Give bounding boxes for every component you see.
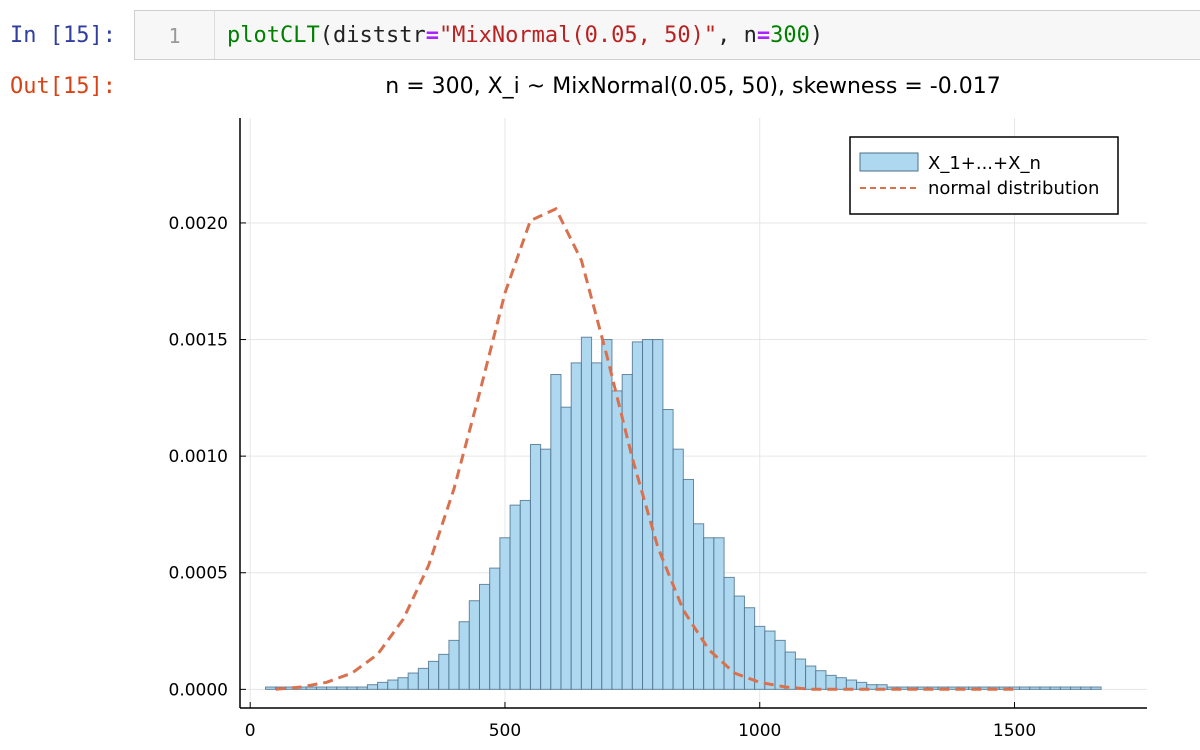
histogram-bar — [805, 665, 817, 690]
legend-label-normal: normal distribution — [928, 178, 1099, 199]
histogram-bar — [560, 406, 572, 690]
code-token-comma: , — [717, 23, 744, 48]
histogram-bar — [468, 600, 480, 690]
x-tick-label: 0 — [245, 721, 256, 741]
histogram-bar — [580, 336, 593, 690]
output-prompt: Out[15]: — [10, 74, 116, 99]
histogram-bar — [407, 672, 419, 690]
histogram-bar — [784, 651, 796, 690]
histogram-bar — [1080, 686, 1092, 690]
histogram-bar — [774, 639, 786, 690]
histogram-bar — [825, 674, 837, 690]
code-token-equals-1: = — [425, 23, 439, 48]
histogram-bar — [631, 341, 644, 690]
input-prompt: In [15]: — [10, 23, 116, 48]
histogram-bar — [1019, 686, 1031, 690]
histogram-bar — [723, 576, 735, 690]
histogram-bar — [336, 686, 348, 690]
histogram-bar — [346, 686, 358, 690]
chart-title: n = 300, X_i ~ MixNormal(0.05, 50), skew… — [385, 74, 1000, 99]
histogram-bar — [815, 670, 827, 690]
histogram-bar — [540, 448, 552, 690]
histogram-bar — [1059, 686, 1072, 690]
histogram-bar — [662, 409, 674, 690]
histogram-bar — [1090, 686, 1102, 690]
histogram-bar — [611, 390, 623, 690]
histogram-bar — [713, 537, 725, 690]
histogram-bar — [417, 667, 430, 690]
x-tick-label: 1500 — [993, 721, 1036, 741]
histogram-bar — [387, 679, 399, 690]
code-token-arg-n: n — [743, 23, 757, 48]
x-tick-label: 1000 — [738, 721, 781, 741]
histogram-bar — [366, 684, 379, 690]
histogram-bar — [703, 537, 715, 690]
histogram-bar — [1029, 686, 1041, 690]
normal-curve-line — [275, 206, 1015, 691]
code-line[interactable]: plotCLT(diststr="MixNormal(0.05, 50)", n… — [227, 11, 823, 61]
histogram-bar — [478, 583, 491, 690]
histogram-bar — [682, 478, 694, 690]
histogram-bar — [570, 362, 582, 690]
histogram-bar — [305, 686, 317, 690]
legend-box — [849, 136, 1119, 215]
code-token-number: 300 — [770, 23, 810, 48]
y-tick-label: 0.0015 — [169, 331, 228, 351]
histogram-bar — [264, 686, 277, 690]
histogram-bar — [397, 677, 409, 690]
code-token-equals-2: = — [756, 23, 771, 48]
line-number: 1 — [135, 11, 215, 59]
histogram-bar — [693, 523, 705, 690]
code-token-paren-open: ( — [319, 23, 333, 48]
histogram-bar — [835, 677, 847, 690]
histogram-bar — [519, 499, 531, 690]
code-token-string: "MixNormal(0.05, 50)" — [438, 23, 718, 48]
legend-swatch-histogram — [859, 152, 919, 172]
histogram-bar — [591, 362, 603, 690]
histogram-bar — [377, 681, 389, 690]
histogram-bar — [315, 686, 328, 690]
histogram-plot: n = 300, X_i ~ MixNormal(0.05, 50), skew… — [169, 74, 1147, 741]
histogram-bar — [458, 621, 470, 690]
histogram-bar — [438, 653, 450, 690]
histogram-bar — [794, 658, 807, 690]
code-token-fn: plotCLT — [227, 23, 320, 48]
histogram-bar — [326, 686, 338, 690]
histogram-bar — [652, 339, 664, 690]
histogram-bar — [601, 339, 613, 690]
histogram-bar — [356, 686, 368, 690]
y-tick-label: 0.0020 — [169, 214, 228, 234]
code-token-arg-diststr: diststr — [332, 23, 426, 48]
histogram-bar — [764, 630, 776, 690]
code-cell-input[interactable]: 1 plotCLT(diststr="MixNormal(0.05, 50)",… — [134, 10, 1200, 60]
histogram-bar — [428, 660, 440, 690]
histogram-bar — [489, 567, 501, 690]
histogram-bar — [672, 448, 684, 690]
histogram-bar — [1049, 686, 1061, 690]
histogram-bar — [448, 639, 460, 690]
y-tick-label: 0.0010 — [169, 447, 228, 467]
histogram-bar — [1039, 686, 1051, 690]
histogram-bar — [529, 443, 542, 690]
histogram-bar — [499, 537, 511, 690]
code-token-paren-close: ) — [809, 23, 824, 48]
histogram-bar — [550, 374, 562, 690]
x-tick-label: 500 — [489, 721, 521, 741]
histogram-bar — [509, 504, 521, 690]
legend-label-histogram: X_1+...+X_n — [928, 153, 1041, 174]
histogram-bar — [1070, 686, 1082, 690]
y-tick-label: 0.0000 — [169, 680, 228, 700]
y-tick-label: 0.0005 — [169, 564, 228, 584]
